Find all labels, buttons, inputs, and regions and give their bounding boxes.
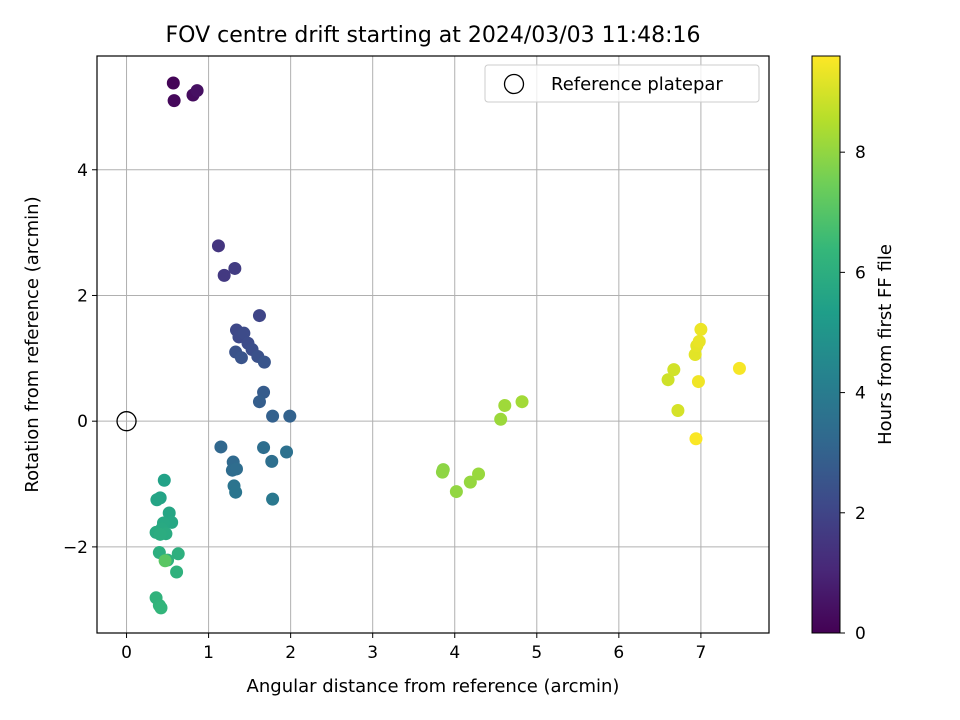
colorbar-tick-label: 2: [855, 504, 866, 524]
y-tick-label: 0: [77, 412, 88, 432]
data-point: [494, 412, 508, 426]
data-point: [190, 84, 204, 98]
y-tick-label: −2: [63, 538, 88, 558]
data-point: [214, 440, 228, 454]
data-point: [667, 363, 681, 377]
grid: [97, 56, 769, 633]
data-point: [661, 373, 675, 387]
colorbar-label: Hours from first FF file: [875, 244, 896, 445]
data-point: [228, 261, 242, 275]
data-point: [692, 334, 706, 348]
data-point: [229, 462, 243, 476]
data-point: [252, 309, 266, 323]
colorbar: 0 2 4 6 8 Hours from first FF file: [811, 55, 896, 644]
x-tick-label: 0: [121, 643, 132, 663]
reference-platepar-point: [116, 411, 137, 432]
data-point: [689, 432, 703, 446]
data-point: [252, 395, 266, 409]
y-ticks: −2 0 2 4: [63, 161, 97, 558]
data-point: [217, 268, 231, 282]
data-point: [266, 409, 280, 423]
data-point: [463, 475, 477, 489]
data-point: [283, 409, 297, 423]
legend-box: [484, 64, 760, 103]
data-point: [154, 601, 168, 615]
colorbar-tick-label: 4: [855, 384, 866, 404]
chart-title: FOV centre drift starting at 2024/03/03 …: [166, 23, 701, 48]
data-point: [266, 492, 280, 506]
legend: Reference platepar: [484, 64, 760, 103]
x-tick-label: 3: [367, 643, 378, 663]
data-point: [472, 467, 486, 481]
data-point: [211, 239, 225, 253]
data-point: [237, 326, 251, 340]
data-point: [691, 375, 705, 389]
x-tick-label: 2: [285, 643, 296, 663]
data-point: [265, 454, 279, 468]
x-tick-label: 5: [531, 643, 542, 663]
data-point: [158, 554, 172, 568]
axes-frame: [96, 55, 770, 634]
data-point: [229, 485, 243, 499]
colorbar-tick-label: 0: [855, 624, 866, 644]
data-point: [234, 351, 248, 365]
y-tick-label: 2: [77, 286, 88, 306]
data-point: [153, 527, 167, 541]
data-point: [257, 355, 271, 369]
x-axis-label: Angular distance from reference (arcmin): [247, 676, 620, 697]
data-point: [694, 322, 708, 336]
data-point: [435, 465, 449, 479]
data-point: [171, 547, 185, 561]
data-point: [732, 361, 746, 375]
legend-label: Reference platepar: [551, 74, 723, 95]
colorbar-gradient: [811, 55, 841, 634]
y-axis-label: Rotation from reference (arcmin): [22, 196, 43, 492]
data-point: [280, 445, 294, 459]
data-point: [166, 76, 180, 90]
x-tick-label: 7: [695, 643, 706, 663]
data-point: [671, 403, 685, 417]
colorbar-ticks: 0 2 4 6 8: [840, 143, 866, 644]
data-point: [449, 485, 463, 499]
data-point: [498, 398, 512, 412]
y-tick-label: 4: [77, 161, 88, 181]
data-point: [157, 473, 171, 487]
colorbar-tick-label: 6: [855, 263, 866, 283]
data-point: [257, 441, 271, 455]
data-point: [515, 395, 529, 409]
colorbar-tick-label: 8: [855, 143, 866, 163]
scatter-points: [149, 76, 746, 615]
x-ticks: 0 1 2 3 4 5 6 7: [121, 633, 706, 663]
x-tick-label: 1: [203, 643, 214, 663]
data-point: [170, 565, 184, 579]
x-tick-label: 6: [613, 643, 624, 663]
legend-open-circle-icon: [503, 73, 525, 95]
reference-marker: [116, 411, 137, 432]
x-tick-label: 4: [449, 643, 460, 663]
data-point: [150, 493, 164, 507]
data-point: [167, 94, 181, 108]
